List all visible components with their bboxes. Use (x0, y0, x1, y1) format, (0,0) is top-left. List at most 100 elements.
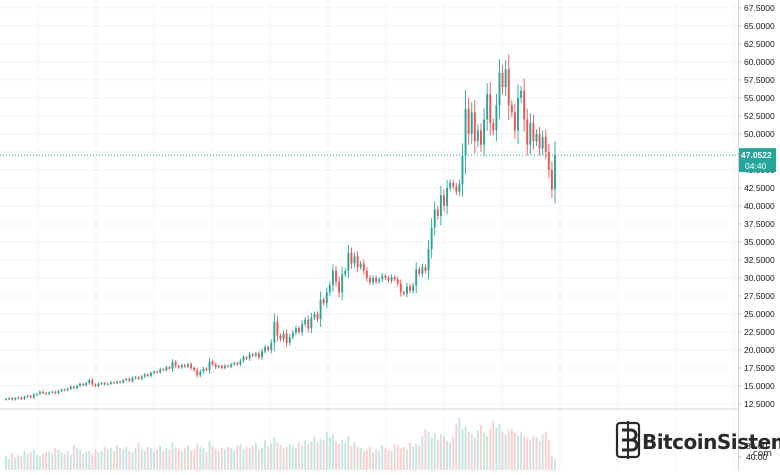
volume-bar (501, 431, 504, 470)
volume-bar (415, 444, 418, 470)
price-tick-label: 62.5000 (744, 39, 775, 49)
volume-bar (211, 446, 214, 470)
candle-body (443, 195, 445, 206)
volume-bar (461, 428, 464, 470)
candle-body (103, 383, 106, 385)
price-tick-label: 22.5000 (744, 327, 775, 337)
candle-body (254, 353, 257, 356)
candle-body (387, 277, 390, 281)
volume-bar (298, 442, 300, 470)
candle-body (217, 365, 220, 368)
candle-body (547, 151, 550, 170)
volume-bar (375, 449, 378, 470)
volume-bar (20, 456, 23, 470)
candle-body (193, 367, 196, 371)
candle-body (91, 380, 94, 385)
volume-bar (538, 441, 541, 470)
candle-body (236, 362, 239, 365)
volume-bar (285, 446, 288, 470)
candle-body (526, 119, 529, 145)
volume-bar (359, 448, 362, 470)
volume-bar (489, 428, 492, 470)
candle-body (544, 136, 547, 152)
volume-bar (14, 457, 17, 470)
volume-bar (504, 434, 507, 470)
volume-bar (82, 453, 85, 470)
candle-body (344, 270, 347, 275)
candle-body (421, 267, 424, 274)
price-candles (5, 54, 556, 401)
candle-body (112, 382, 115, 384)
candle-body (106, 383, 109, 385)
price-axis[interactable]: 67.5000 65.0000 62.5000 60.0000 57.5000 55.00… (738, 3, 775, 409)
candle-body (452, 182, 455, 187)
candle-body (480, 130, 482, 145)
candle-body (427, 249, 430, 271)
volume-bar (335, 441, 337, 470)
candle-body (227, 365, 230, 367)
candle-body (517, 97, 519, 131)
volume-bar (119, 448, 122, 470)
candle-body (248, 354, 251, 359)
candle-body (285, 333, 288, 343)
volume-bars (5, 418, 556, 470)
candle-body (88, 380, 91, 384)
volume-bar (97, 452, 100, 470)
candle-body (11, 398, 14, 400)
candle-body (54, 391, 57, 394)
candle-body (356, 256, 359, 268)
candle-body (165, 367, 168, 371)
volume-bar (57, 449, 60, 470)
volume-bar (146, 446, 149, 470)
candle-body (134, 377, 137, 379)
candle-body (375, 277, 378, 282)
candle-body (513, 112, 516, 131)
volume-bar (473, 437, 476, 470)
volume-bar (165, 448, 168, 470)
candle-body (381, 275, 384, 280)
volume-bar (399, 448, 402, 470)
volume-bar (498, 423, 501, 470)
volume-bar (94, 449, 97, 470)
candle-body (341, 274, 344, 293)
candle-body (393, 277, 396, 280)
candle-body (119, 381, 122, 383)
candle-body (128, 378, 131, 381)
volume-bar (430, 437, 433, 470)
volume-bar (344, 442, 347, 470)
candle-body (75, 385, 78, 389)
volume-bar (526, 438, 529, 470)
volume-bar (137, 442, 140, 470)
candle-body (211, 361, 214, 365)
candle-body (492, 123, 495, 131)
volume-bar (109, 448, 112, 470)
volume-bar (405, 449, 408, 470)
volume-bar (353, 442, 356, 470)
candle-body (48, 392, 51, 394)
volume-bar (517, 435, 519, 470)
candle-body (177, 365, 180, 368)
candle-body (529, 123, 532, 145)
volume-bar (88, 450, 91, 470)
volume-bar (103, 446, 106, 470)
volume-bar (140, 449, 143, 470)
price-tick-label: 20.0000 (744, 345, 775, 355)
volume-bar (150, 448, 152, 470)
volume-bar (183, 448, 186, 470)
volume-bar (239, 444, 242, 470)
volume-bar (338, 444, 341, 470)
price-tick-label: 32.5000 (744, 255, 775, 265)
volume-bar (257, 449, 260, 470)
volume-bar (63, 453, 66, 470)
volume-bar (168, 449, 171, 470)
volume-bar (319, 438, 322, 470)
candle-body (372, 277, 374, 283)
volume-bar (72, 445, 75, 470)
candle-body (183, 365, 186, 367)
candle-body (125, 378, 128, 381)
volume-bar (282, 448, 285, 470)
candle-body (483, 119, 486, 145)
volume-bar (294, 448, 297, 470)
